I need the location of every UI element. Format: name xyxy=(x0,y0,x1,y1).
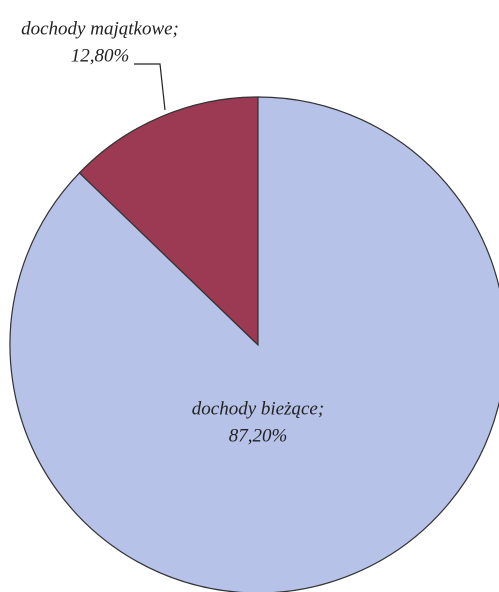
pie-slice xyxy=(78,96,259,347)
slice-value-label: 12,80% xyxy=(71,45,130,66)
slice-value-label: 87,20% xyxy=(229,425,288,446)
slice-label: dochody majątkowe; xyxy=(21,18,179,39)
pie-slice xyxy=(9,96,499,592)
slice-label: dochody bieżące; xyxy=(192,398,324,419)
leader-line xyxy=(134,63,166,111)
